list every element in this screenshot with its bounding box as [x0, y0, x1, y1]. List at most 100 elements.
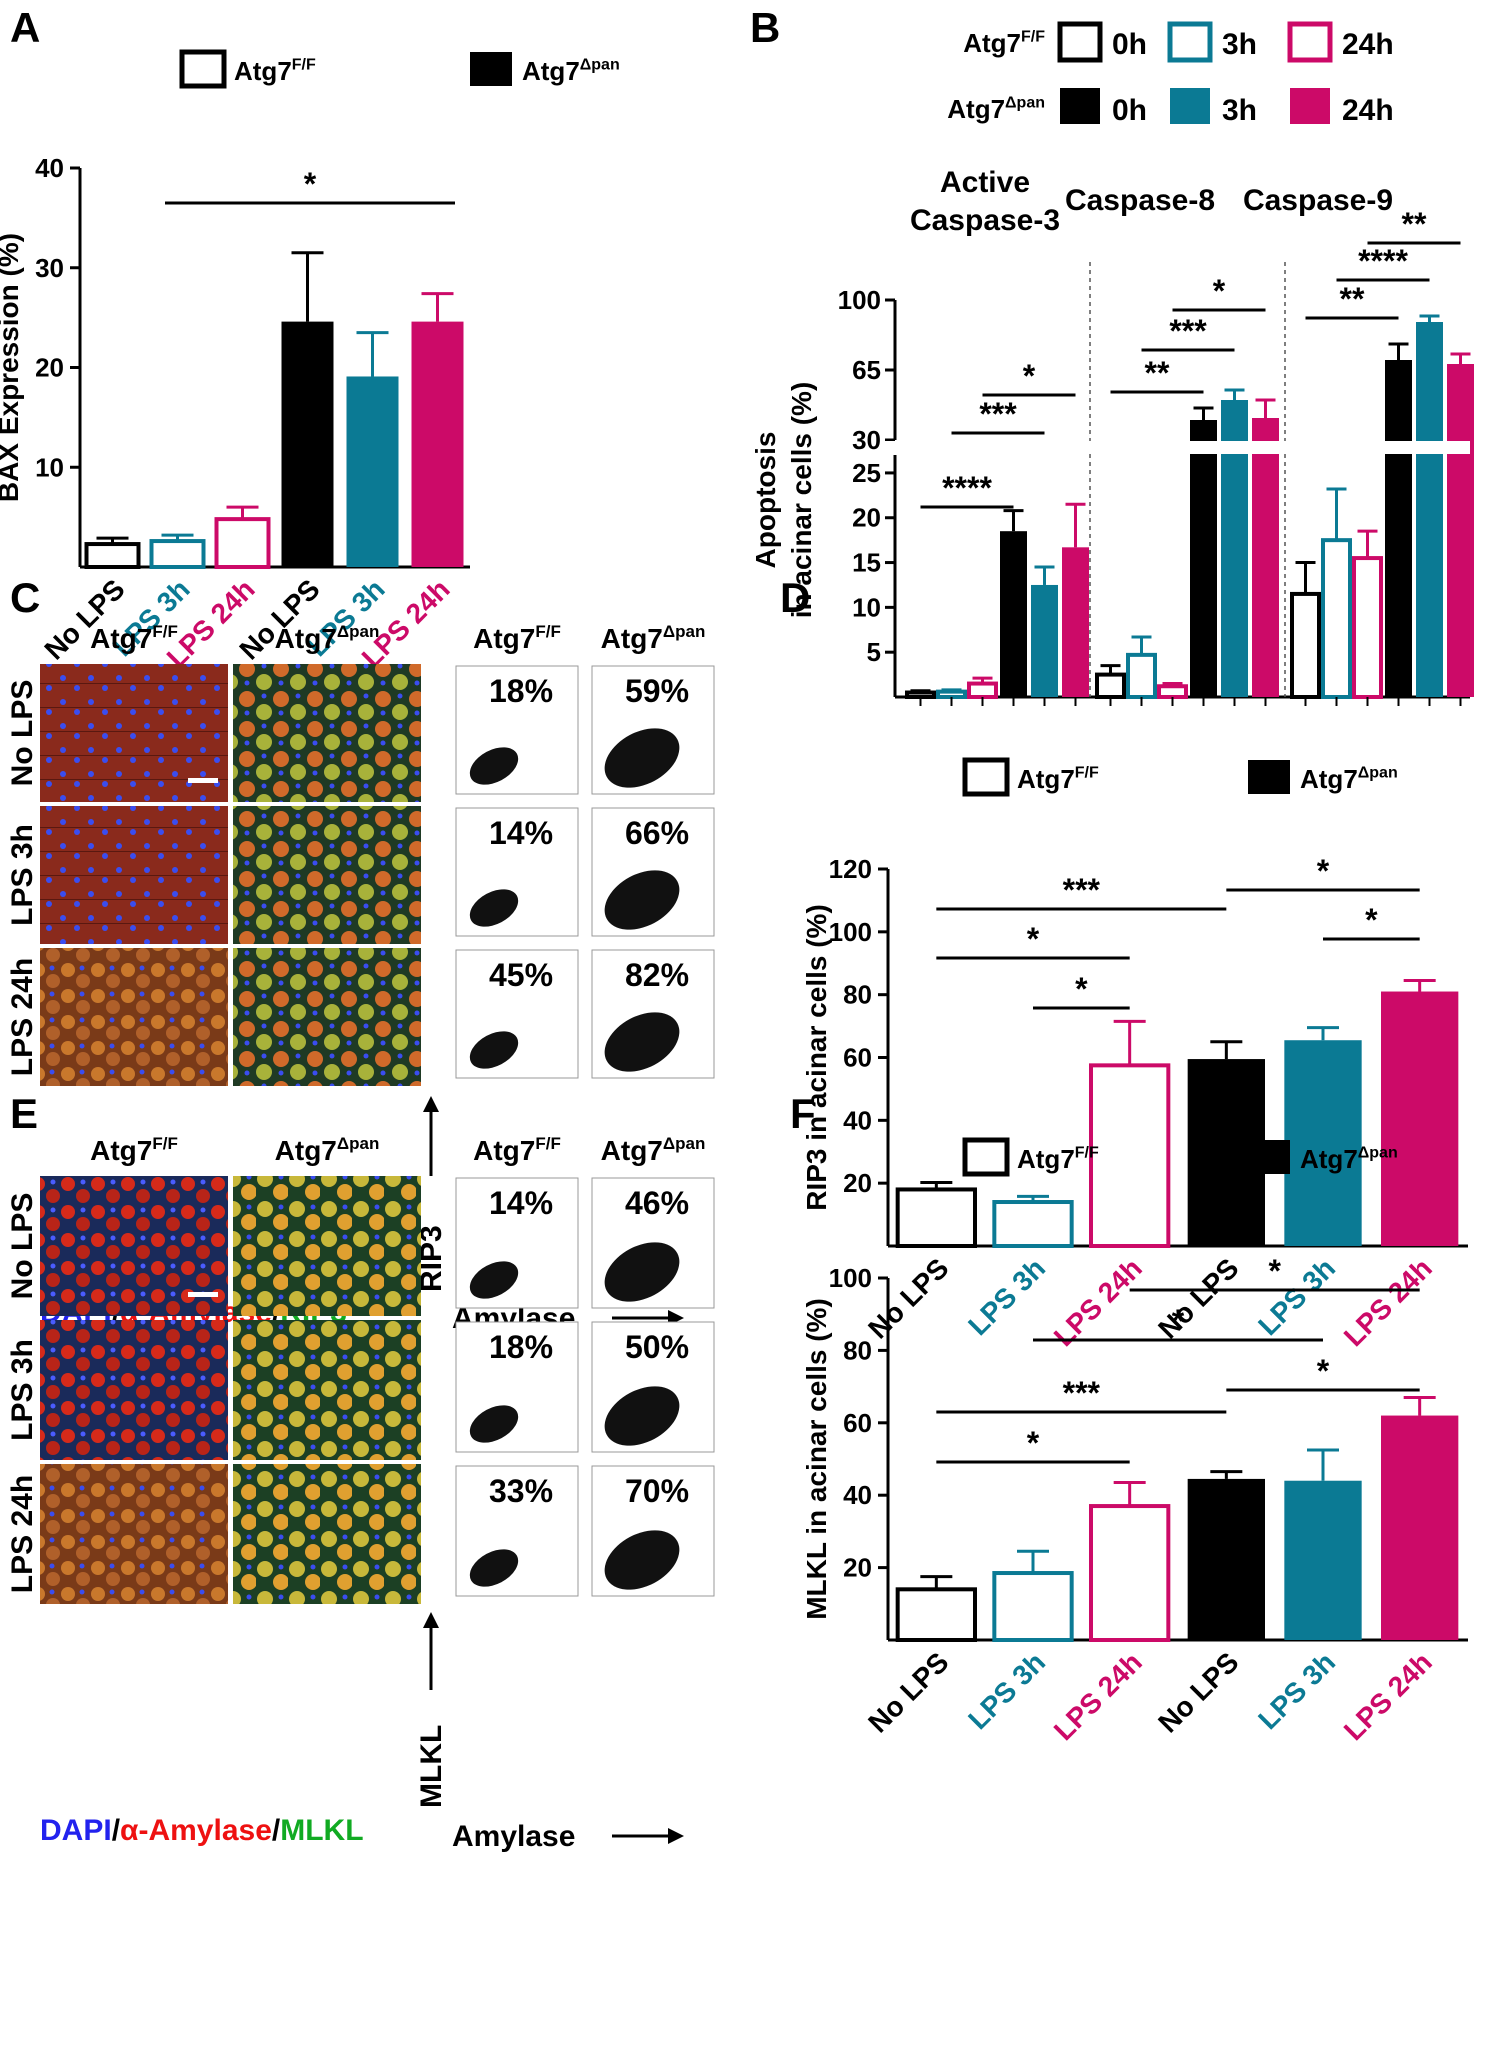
micrograph-image-ff: [40, 1464, 228, 1604]
bar: [905, 690, 936, 699]
flow-scatter: [469, 1031, 519, 1069]
x-tick-label: LPS 24h: [1338, 1646, 1438, 1746]
legend-F-swatch-pan: [1248, 1140, 1290, 1174]
row-label: LPS 3h: [6, 824, 39, 926]
bar: [346, 376, 399, 567]
y-tick-label: 60: [843, 1408, 872, 1438]
y-tick-label: 20: [843, 1168, 872, 1198]
y-tick-label: 100: [829, 917, 872, 947]
y-tick-label: 100: [829, 1263, 872, 1293]
legend-B-swatch-ff-0: [1057, 21, 1103, 63]
flow-percentage: 18%: [489, 1329, 553, 1365]
flow-percentage: 14%: [489, 815, 553, 851]
legend-B-time-ff-1: 3h: [1222, 28, 1257, 61]
flow-scatter: [469, 747, 519, 785]
bar: [895, 1187, 978, 1248]
micrograph-image-pan: [233, 664, 421, 802]
y-tick-label: 65: [852, 355, 881, 385]
y-tick-label: 40: [35, 153, 64, 183]
row-label: No LPS: [6, 680, 39, 787]
group-title: Caspase-3: [910, 204, 1060, 237]
x-tick-label: LPS 3h: [1252, 1252, 1341, 1341]
y-axis-label: RIP3 in acinar cells (%): [801, 904, 832, 1211]
x-tick-label: LPS 24h: [1048, 1252, 1148, 1352]
legend-B-time-ff-0: 0h: [1112, 28, 1147, 61]
col-label-ff: Atg7F/F: [90, 1134, 178, 1166]
bar: [281, 321, 334, 567]
scale-bar: [188, 778, 218, 783]
bar: [1252, 418, 1279, 697]
micrograph-image-pan: [233, 948, 421, 1086]
x-tick-label: No LPS: [1152, 1252, 1244, 1344]
legend-F-label-ff: Atg7F/F: [1017, 1144, 1099, 1174]
legend-F-label-pan: Atg7Δpan: [1300, 1144, 1398, 1174]
significance-label: ***: [1063, 872, 1101, 908]
bar: [1126, 652, 1157, 700]
bar: [1416, 322, 1443, 697]
significance-label: ****: [942, 470, 992, 506]
y-axis-label: Apoptosis: [750, 432, 781, 569]
chart-D: 20 40 60 80 100 120 RIP3 in acinar cells (%) No…: [801, 757, 1468, 1352]
bar: [1284, 1040, 1362, 1246]
bar: [1385, 360, 1412, 697]
legend-A-swatch-ff: [179, 49, 227, 89]
col-label-pan: Atg7Δpan: [275, 1134, 380, 1166]
axis-break: [883, 441, 1470, 454]
y-tick-label: 20: [852, 503, 881, 533]
x-tick-label: LPS 3h: [1252, 1646, 1341, 1735]
legend-B-time-pan-0: 0h: [1112, 94, 1147, 127]
bar: [1095, 672, 1126, 699]
bar: [1381, 1415, 1459, 1640]
row-label: LPS 24h: [6, 1475, 39, 1593]
flow-x-arrowhead: [668, 1828, 684, 1844]
significance-label: *: [1172, 1303, 1185, 1339]
significance-label: *: [304, 166, 317, 202]
flow-scatter: [604, 870, 680, 930]
flow-col-label-ff: Atg7F/F: [473, 622, 561, 654]
bar: [992, 1571, 1074, 1643]
micrograph-image-ff: [40, 948, 228, 1086]
bar: [1000, 531, 1027, 697]
y-tick-label: 5: [867, 637, 881, 667]
bar: [1447, 364, 1474, 697]
y-axis-label: BAX Expression (%): [0, 233, 24, 502]
significance-label: *: [1317, 1353, 1330, 1389]
significance-label: *: [1027, 921, 1040, 957]
micrograph-image-pan: [233, 806, 421, 944]
x-tick-label: No LPS: [862, 1646, 954, 1738]
legend-B-swatch-ff-2: [1287, 21, 1333, 63]
flow-percentage: 46%: [625, 1185, 689, 1221]
legend-F-swatch-ff: [962, 1137, 1010, 1177]
bar: [1089, 1063, 1171, 1248]
y-tick-label: 120: [829, 854, 872, 884]
stain-legend: DAPI/α-Amylase/MLKL: [40, 1814, 364, 1847]
bar: [214, 517, 271, 569]
legend-A-label-ff: Atg7F/F: [234, 56, 316, 86]
y-tick-label: 80: [843, 980, 872, 1010]
legend-B-swatch-ff-1: [1167, 21, 1213, 63]
flow-scatter: [604, 1386, 680, 1446]
bar: [895, 1587, 978, 1642]
micrograph-image-pan: [233, 1176, 421, 1316]
flow-scatter: [604, 1530, 680, 1590]
y-tick-label: 15: [852, 548, 881, 578]
significance-label: ****: [1358, 243, 1408, 279]
bar: [411, 321, 464, 567]
micrograph-image-pan: [233, 1464, 421, 1604]
x-tick-label: LPS 3h: [962, 1252, 1051, 1341]
significance-label: **: [1340, 281, 1365, 317]
panel-label-C: C: [10, 574, 40, 621]
chart-B: Atg7F/F Atg7Δpan 0h 0h 3h 3h 24h 24h 5 10 15 20 2530…: [750, 21, 1474, 706]
flow-y-arrowhead: [423, 1096, 439, 1112]
y-tick-label: 20: [843, 1553, 872, 1583]
y-tick-label: 20: [35, 353, 64, 383]
bar: [1381, 991, 1459, 1246]
col-label-ff: Atg7F/F: [90, 622, 178, 654]
panel-label-E: E: [10, 1090, 38, 1137]
flow-scatter: [469, 889, 519, 927]
y-axis-label: MLKL in acinar cells (%): [801, 1298, 832, 1620]
flow-scatter: [469, 1261, 519, 1299]
flow-x-label: Amylase: [452, 1820, 575, 1853]
bar: [967, 681, 998, 699]
